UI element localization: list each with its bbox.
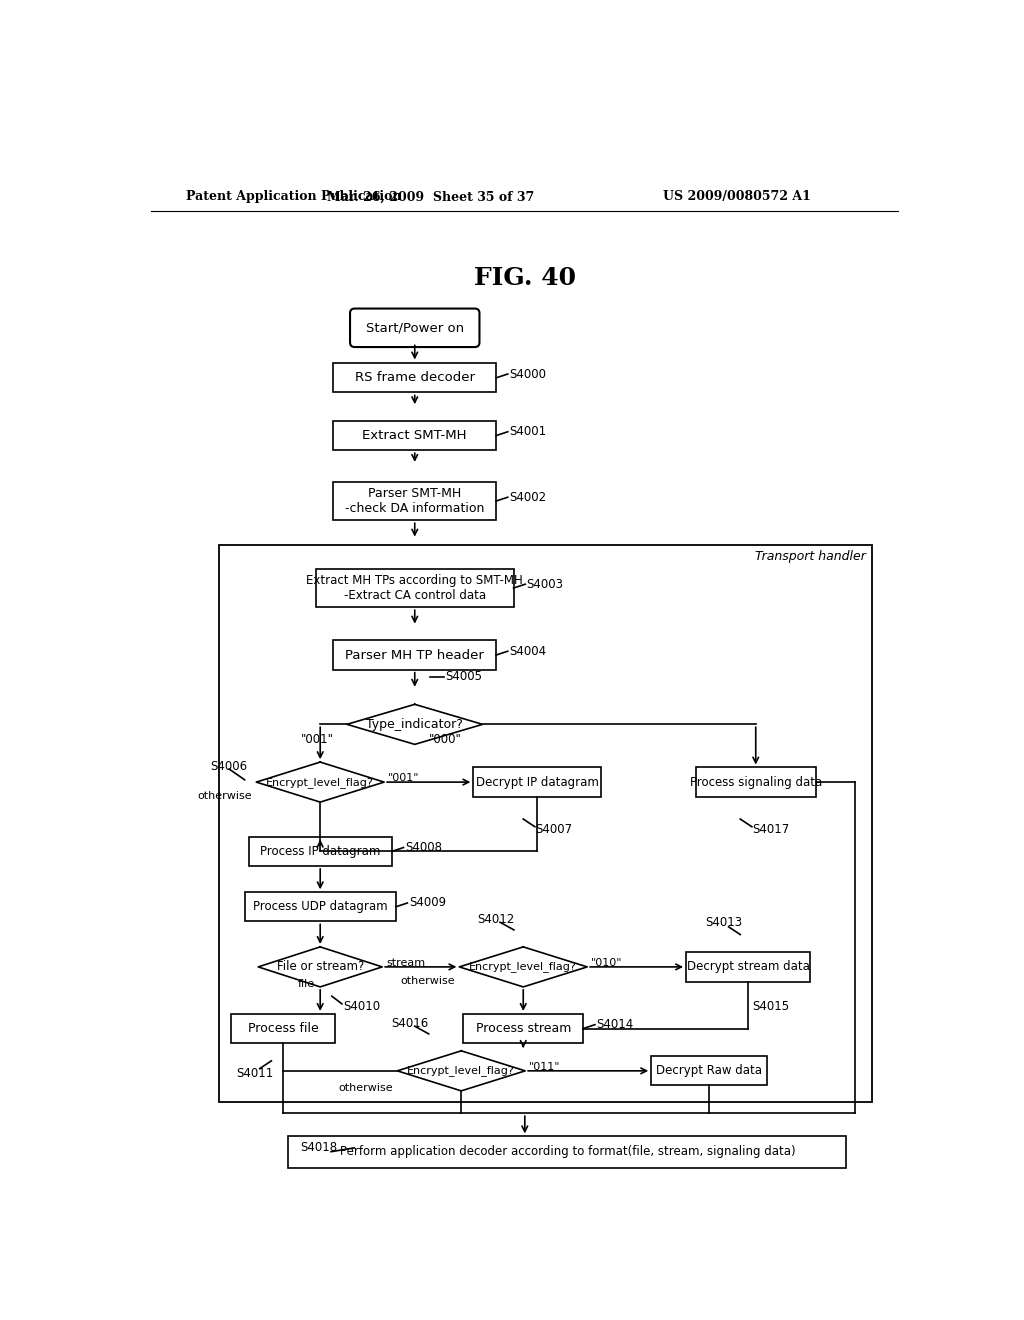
Text: "011": "011": [529, 1063, 560, 1072]
Text: Encrypt_level_flag?: Encrypt_level_flag?: [408, 1065, 515, 1076]
Text: Parser MH TP header: Parser MH TP header: [345, 648, 484, 661]
Text: FIG. 40: FIG. 40: [474, 265, 575, 290]
Text: stream: stream: [386, 958, 425, 968]
Text: RS frame decoder: RS frame decoder: [354, 371, 475, 384]
FancyBboxPatch shape: [350, 309, 479, 347]
FancyBboxPatch shape: [695, 767, 816, 797]
Text: Process stream: Process stream: [475, 1022, 571, 1035]
Text: Process signaling data: Process signaling data: [689, 776, 822, 788]
Text: otherwise: otherwise: [339, 1082, 393, 1093]
Text: S4010: S4010: [343, 1001, 381, 1014]
Text: Extract MH TPs according to SMT-MH
-Extract CA control data: Extract MH TPs according to SMT-MH -Extr…: [306, 574, 523, 602]
Text: File or stream?: File or stream?: [276, 961, 364, 973]
Text: S4011: S4011: [237, 1067, 273, 1080]
Polygon shape: [347, 705, 482, 744]
Text: Parser SMT-MH
-check DA information: Parser SMT-MH -check DA information: [345, 487, 484, 515]
Text: "010": "010": [591, 958, 623, 968]
Text: S4008: S4008: [406, 841, 442, 854]
Text: S4014: S4014: [597, 1018, 634, 1031]
Text: Start/Power on: Start/Power on: [366, 321, 464, 334]
Text: S4002: S4002: [509, 491, 547, 504]
Text: "000": "000": [429, 733, 462, 746]
Text: Mar. 26, 2009  Sheet 35 of 37: Mar. 26, 2009 Sheet 35 of 37: [327, 190, 534, 203]
Text: Perform application decoder according to format(file, stream, signaling data): Perform application decoder according to…: [340, 1146, 796, 1158]
Polygon shape: [460, 946, 587, 987]
Text: S4005: S4005: [445, 671, 482, 684]
Text: Decrypt IP datagram: Decrypt IP datagram: [476, 776, 599, 788]
FancyBboxPatch shape: [463, 1014, 584, 1043]
FancyBboxPatch shape: [651, 1056, 767, 1085]
Text: S4018: S4018: [300, 1142, 337, 1155]
Text: S4012: S4012: [477, 912, 514, 925]
Text: S4000: S4000: [509, 367, 546, 380]
FancyBboxPatch shape: [686, 952, 810, 982]
FancyBboxPatch shape: [245, 892, 395, 921]
Text: Type_indicator?: Type_indicator?: [367, 718, 463, 731]
Text: Encrypt_level_flag?: Encrypt_level_flag?: [469, 961, 578, 973]
Text: S4007: S4007: [535, 824, 572, 837]
Text: US 2009/0080572 A1: US 2009/0080572 A1: [663, 190, 811, 203]
Text: S4006: S4006: [210, 760, 247, 774]
Text: Decrypt Raw data: Decrypt Raw data: [656, 1064, 762, 1077]
FancyBboxPatch shape: [316, 569, 514, 607]
Text: Transport handler: Transport handler: [755, 550, 866, 564]
FancyBboxPatch shape: [334, 482, 496, 520]
Text: Patent Application Publication: Patent Application Publication: [186, 190, 401, 203]
Text: S4004: S4004: [509, 644, 547, 657]
Polygon shape: [397, 1051, 525, 1090]
Text: Process IP datagram: Process IP datagram: [260, 845, 380, 858]
FancyBboxPatch shape: [473, 767, 601, 797]
Text: S4001: S4001: [509, 425, 547, 438]
Text: S4016: S4016: [391, 1016, 429, 1030]
Bar: [219, 545, 872, 1102]
FancyBboxPatch shape: [334, 363, 496, 392]
Text: Process file: Process file: [248, 1022, 318, 1035]
Text: Extract SMT-MH: Extract SMT-MH: [362, 429, 467, 442]
Text: S4003: S4003: [526, 578, 564, 591]
Text: S4009: S4009: [409, 896, 446, 909]
FancyBboxPatch shape: [249, 837, 392, 866]
Text: "001": "001": [388, 774, 420, 783]
Text: S4017: S4017: [752, 824, 790, 837]
Text: S4013: S4013: [706, 916, 742, 929]
Text: Process UDP datagram: Process UDP datagram: [253, 900, 387, 913]
Text: Decrypt stream data: Decrypt stream data: [686, 961, 809, 973]
Polygon shape: [258, 946, 382, 987]
Text: Encrypt_level_flag?: Encrypt_level_flag?: [266, 776, 374, 788]
FancyBboxPatch shape: [230, 1014, 335, 1043]
FancyBboxPatch shape: [334, 640, 496, 669]
Text: S4015: S4015: [752, 1001, 790, 1014]
Text: file: file: [298, 979, 314, 989]
Polygon shape: [256, 762, 384, 803]
Text: "001": "001": [301, 733, 334, 746]
FancyBboxPatch shape: [334, 421, 496, 450]
Text: otherwise: otherwise: [400, 975, 456, 986]
FancyBboxPatch shape: [289, 1135, 847, 1168]
Text: otherwise: otherwise: [198, 791, 252, 801]
